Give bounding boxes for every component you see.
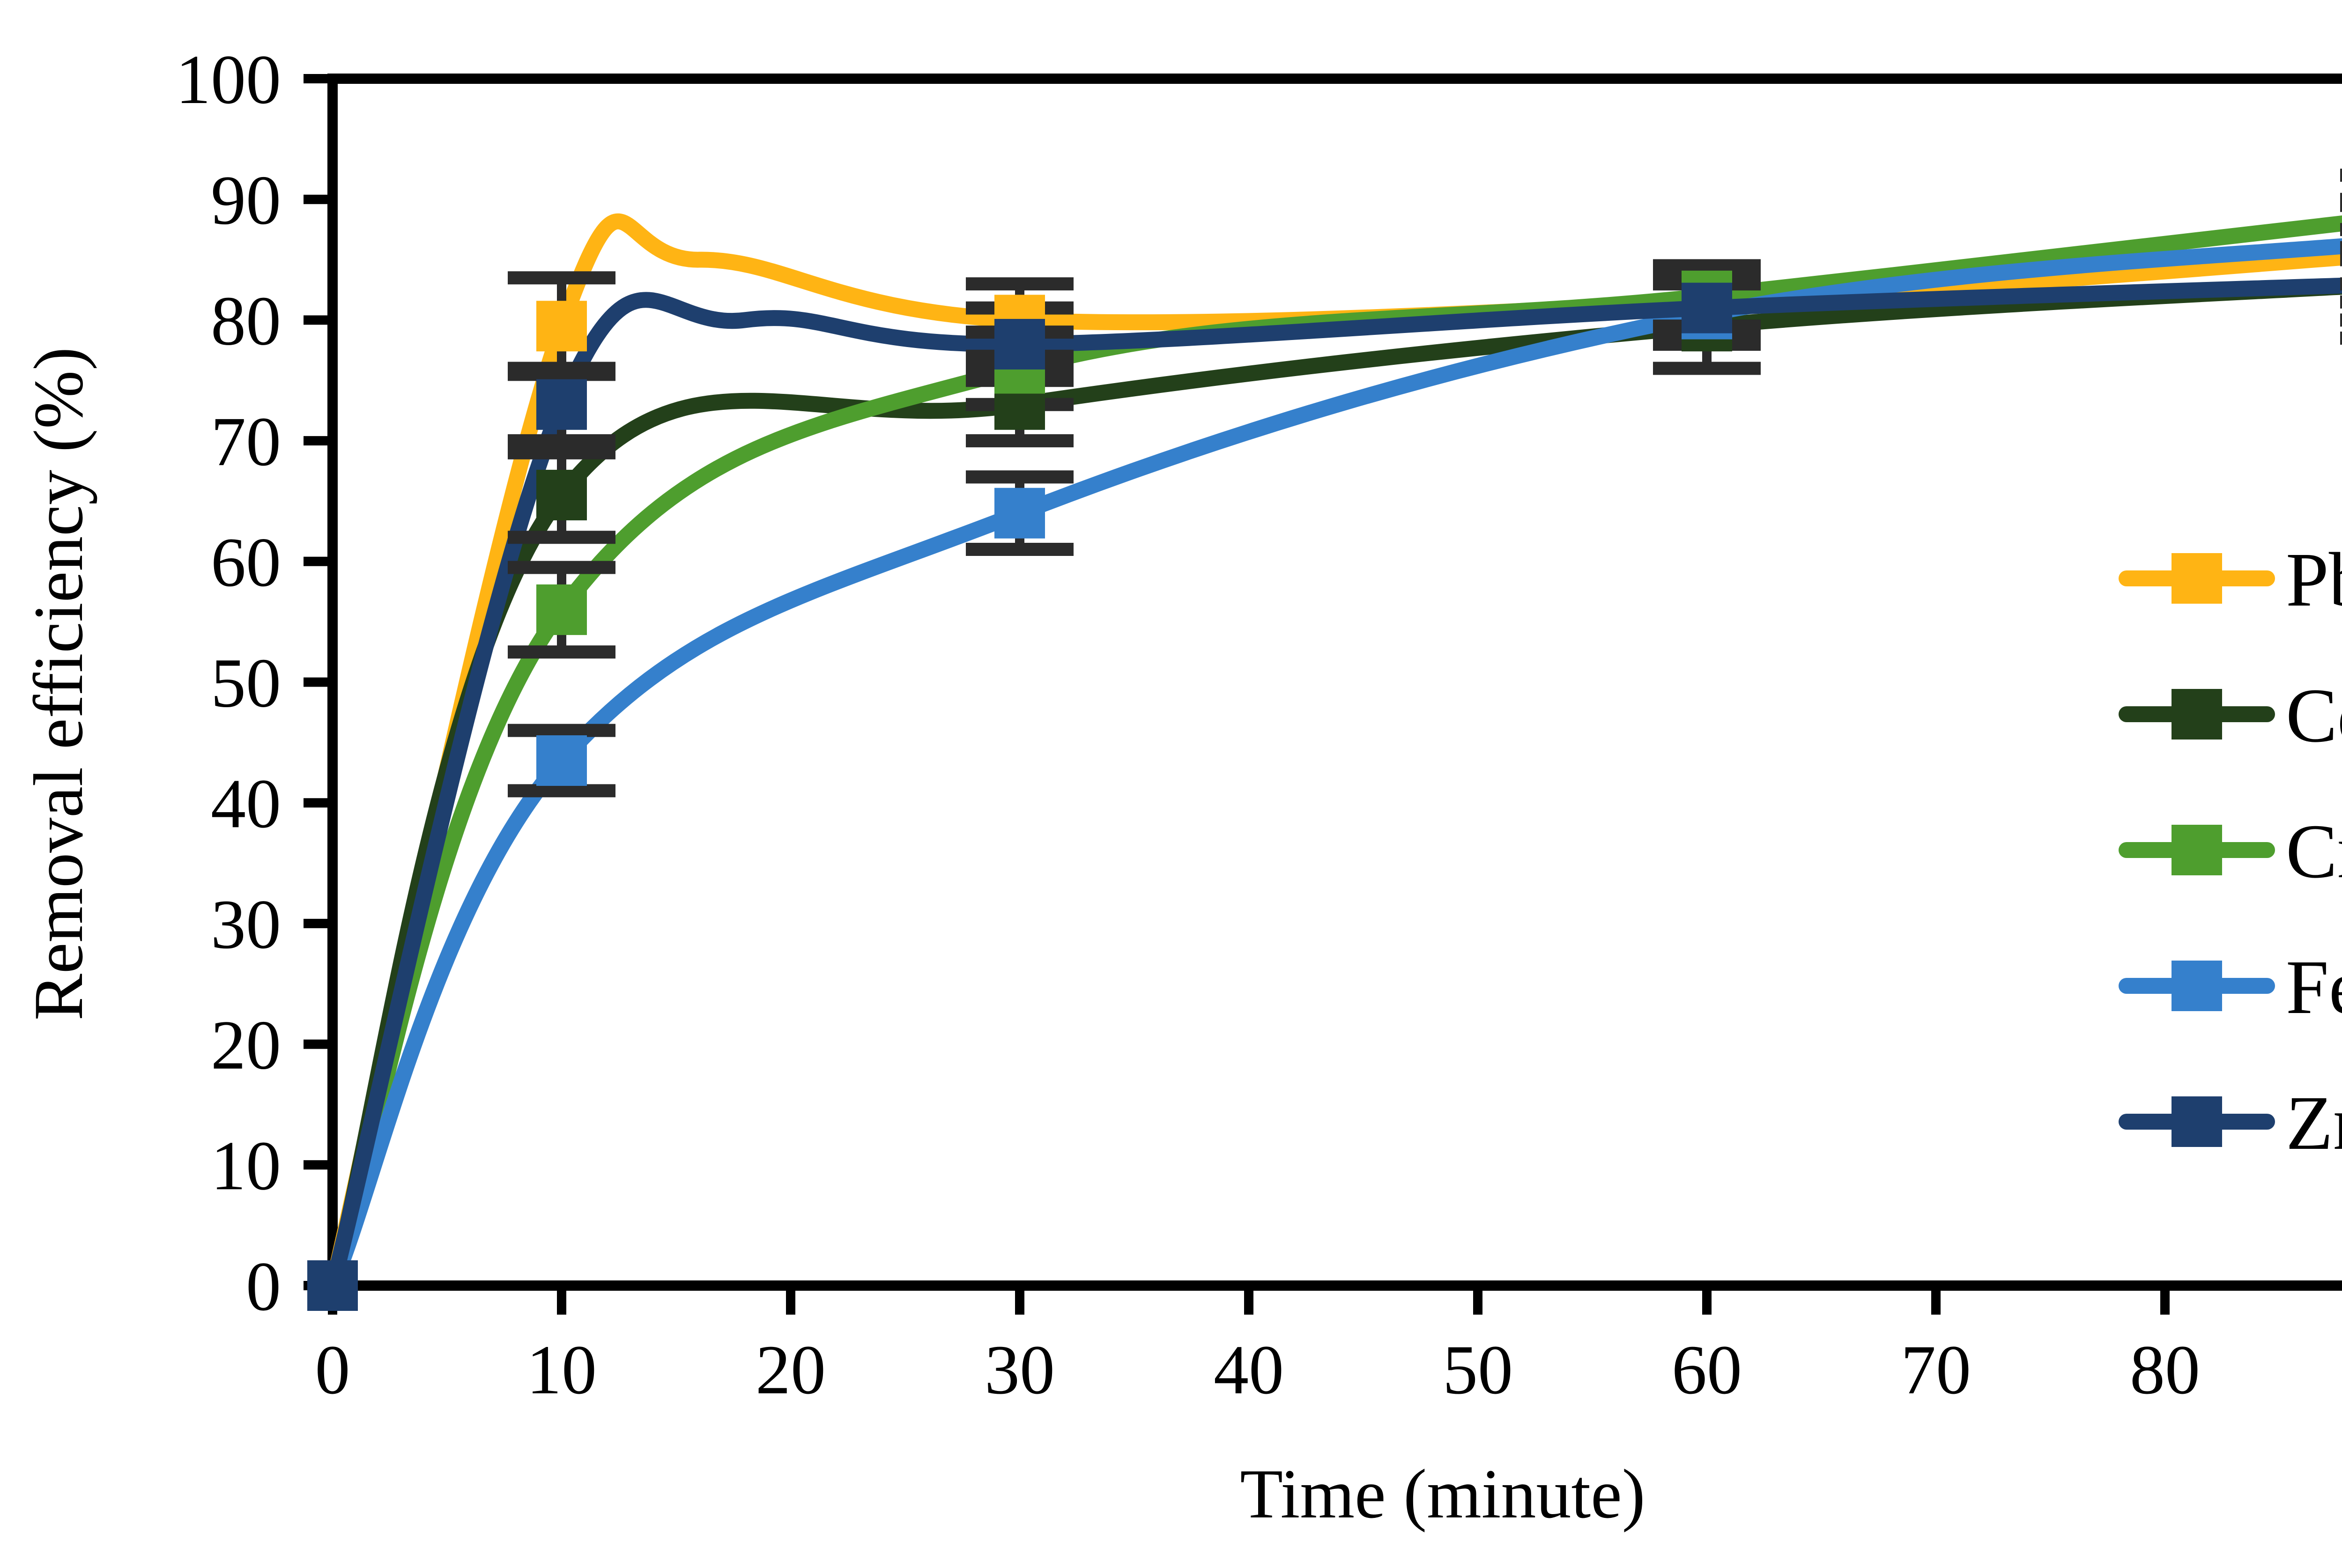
series-line-zn [325,277,2342,1294]
x-axis-title: Time (minute) [1240,1455,1645,1533]
data-point-marker [536,301,587,352]
data-point-marker [536,379,587,430]
x-tick-label-60: 60 [1672,1331,1742,1409]
legend-marker-swatch [2172,553,2222,604]
data-point-marker [307,1260,358,1311]
x-tick-label-0: 0 [315,1331,350,1409]
y-axis-tick-labels: 0 10 20 30 40 50 60 70 80 90 100 [176,41,281,1325]
y-tick-label-70: 70 [211,403,281,481]
chart-legend: Pb removal Cd removal Cr removal Fe removal… [2119,537,2342,1166]
x-tick-label-10: 10 [526,1331,597,1409]
data-point-marker [1682,282,1732,333]
data-point-marker [536,584,587,635]
data-point-marker [994,318,1045,370]
legend-item-fe[interactable]: Fe removal [2119,944,2342,1030]
y-tick-label-80: 80 [211,282,281,360]
data-point-marker [536,470,587,521]
legend-label: Cd removal [2286,673,2342,758]
x-tick-label-30: 30 [985,1331,1055,1409]
x-tick-label-20: 20 [756,1331,826,1409]
y-tick-label-20: 20 [211,1006,281,1084]
legend-item-pb[interactable]: Pb removal [2119,537,2342,622]
legend-item-cd[interactable]: Cd removal [2119,673,2342,758]
legend-item-zn[interactable]: Zn removal [2119,1080,2342,1166]
legend-marker-swatch [2172,1096,2222,1147]
y-tick-label-0: 0 [246,1248,281,1325]
y-tick-label-30: 30 [211,886,281,963]
y-tick-label-10: 10 [211,1127,281,1205]
y-tick-label-40: 40 [211,765,281,843]
y-tick-label-60: 60 [211,524,281,601]
legend-marker-swatch [2172,689,2222,740]
x-tick-label-80: 80 [2130,1331,2200,1409]
legend-item-cr[interactable]: Cr removal [2119,808,2342,894]
y-tick-label-90: 90 [211,162,281,239]
legend-label: Fe removal [2286,944,2342,1030]
series-markers [307,270,1732,1311]
legend-marker-swatch [2172,961,2222,1011]
y-axis-title: Removal efficiency (%) [20,347,97,1021]
legend-label: Cr removal [2286,808,2342,894]
y-tick-label-50: 50 [211,644,281,722]
legend-label: Zn removal [2286,1080,2342,1166]
x-tick-label-40: 40 [1214,1331,1284,1409]
data-point-marker [536,735,587,786]
x-tick-label-50: 50 [1443,1331,1513,1409]
data-point-marker [994,488,1045,539]
series-line-fe [325,238,2342,1294]
x-tick-label-70: 70 [1901,1331,1971,1409]
y-tick-label-100: 100 [176,41,281,118]
legend-label: Pb removal [2286,537,2342,622]
legend-marker-swatch [2172,825,2222,875]
